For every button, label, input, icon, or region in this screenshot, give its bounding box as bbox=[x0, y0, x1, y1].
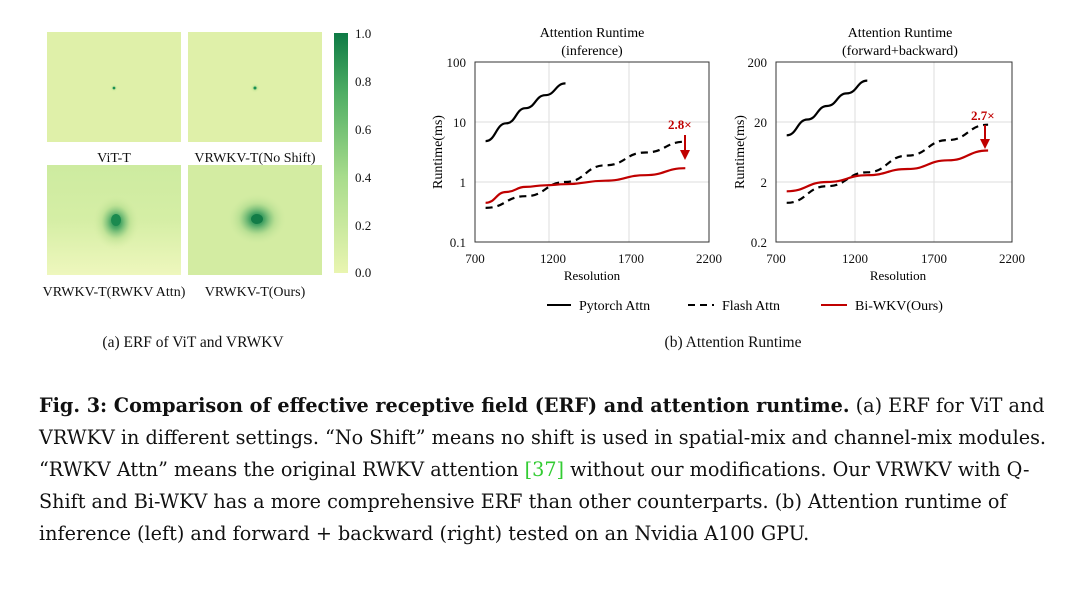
plot-frame bbox=[775, 61, 1013, 243]
colorbar-tick: 0.4 bbox=[355, 170, 372, 185]
erf-label-no-shift: VRWKV-T(No Shift) bbox=[194, 151, 316, 166]
erf-panel-vit-t bbox=[47, 32, 181, 142]
speedup-annotation: 2.8× bbox=[668, 117, 692, 160]
legend-label-flash: Flash Attn bbox=[722, 299, 780, 314]
x-tick-label: 1700 bbox=[921, 251, 947, 266]
chart-title-line1: Attention Runtime bbox=[848, 26, 953, 41]
legend-label-pytorch: Pytorch Attn bbox=[579, 299, 650, 314]
series-layer bbox=[485, 82, 686, 209]
figure-caption: Fig. 3: Comparison of effective receptiv… bbox=[39, 390, 1051, 550]
y-axis-label: Runtime(ms) bbox=[733, 115, 748, 189]
erf-panel-rwkv-attn bbox=[47, 165, 181, 275]
subcaption-a: (a) ERF of ViT and VRWKV bbox=[102, 334, 284, 351]
grid bbox=[776, 62, 1012, 242]
y-tick-label: 20 bbox=[754, 115, 767, 130]
erf-panel-no-shift bbox=[188, 32, 322, 142]
colorbar-tick: 1.0 bbox=[355, 26, 371, 41]
y-tick-label: 10 bbox=[453, 115, 466, 130]
speedup-arrowhead bbox=[980, 139, 990, 149]
erf-panel-ours bbox=[188, 165, 322, 275]
citation-link[interactable]: [37] bbox=[524, 458, 565, 481]
chart-title-line2: (forward+backward) bbox=[842, 44, 958, 59]
caption-body-2: without our modifications. Our VRWKV wit… bbox=[39, 458, 1030, 545]
speedup-label: 2.7× bbox=[971, 108, 995, 123]
x-tick-label: 1200 bbox=[540, 251, 566, 266]
x-tick-label: 2200 bbox=[999, 251, 1025, 266]
caption-body-1: (a) ERF for ViT and VRWKV in different s… bbox=[39, 394, 1047, 481]
series-line-pytorch-attn bbox=[485, 82, 566, 143]
speedup-arrowhead bbox=[680, 150, 690, 160]
colorbar-tick: 0.2 bbox=[355, 218, 371, 233]
x-tick-label: 1200 bbox=[842, 251, 868, 266]
y-tick-label: 2 bbox=[761, 175, 768, 190]
y-tick-label: 0.2 bbox=[751, 235, 767, 250]
colorbar-tick: 0.0 bbox=[355, 265, 371, 280]
x-tick-label: 700 bbox=[766, 251, 786, 266]
legend: Pytorch Attn Flash Attn Bi-WKV(Ours) bbox=[547, 299, 943, 314]
colorbar: 1.0 0.8 0.6 0.4 0.2 0.0 bbox=[334, 26, 372, 280]
chart-title-line1: Attention Runtime bbox=[540, 26, 645, 41]
speedup-label: 2.8× bbox=[668, 117, 692, 132]
x-tick-label: 700 bbox=[465, 251, 485, 266]
erf-label-ours: VRWKV-T(Ours) bbox=[205, 285, 306, 300]
x-tick-label: 2200 bbox=[696, 251, 722, 266]
figure: ViT-T VRWKV-T(No Shift) VRWKV-T(RWKV Att… bbox=[43, 26, 1025, 351]
colorbar-tick: 0.6 bbox=[355, 122, 372, 137]
caption-head: Fig. 3: Comparison of effective receptiv… bbox=[39, 394, 850, 417]
grid bbox=[475, 62, 709, 242]
x-axis-label: Resolution bbox=[564, 268, 621, 283]
x-axis-label: Resolution bbox=[870, 268, 927, 283]
erf-label-vit-t: ViT-T bbox=[97, 151, 131, 166]
chart-title-line2: (inference) bbox=[561, 44, 623, 59]
series-line-bi-wkv-ours bbox=[786, 149, 989, 193]
y-axis-label: Runtime(ms) bbox=[431, 115, 446, 189]
y-tick-label: 100 bbox=[447, 55, 467, 70]
speedup-annotation: 2.7× bbox=[971, 108, 995, 149]
y-tick-label: 200 bbox=[748, 55, 768, 70]
y-tick-label: 0.1 bbox=[450, 235, 466, 250]
chart-inference: Attention Runtime (inference) 100 10 1 0… bbox=[431, 26, 722, 283]
x-tick-label: 1700 bbox=[618, 251, 644, 266]
y-tick-label: 1 bbox=[460, 175, 467, 190]
series-layer bbox=[786, 79, 989, 204]
series-line-flash-attn bbox=[786, 123, 989, 204]
series-line-pytorch-attn bbox=[786, 79, 868, 137]
legend-label-biwkv: Bi-WKV(Ours) bbox=[855, 299, 943, 314]
plot-frame bbox=[474, 61, 710, 243]
colorbar-tick: 0.8 bbox=[355, 74, 371, 89]
subcaption-b: (b) Attention Runtime bbox=[665, 334, 802, 351]
series-line-flash-attn bbox=[485, 140, 686, 209]
series-line-bi-wkv-ours bbox=[485, 167, 686, 204]
erf-label-rwkv-attn: VRWKV-T(RWKV Attn) bbox=[43, 285, 186, 300]
chart-forward-backward: Attention Runtime (forward+backward) 200… bbox=[733, 26, 1025, 283]
